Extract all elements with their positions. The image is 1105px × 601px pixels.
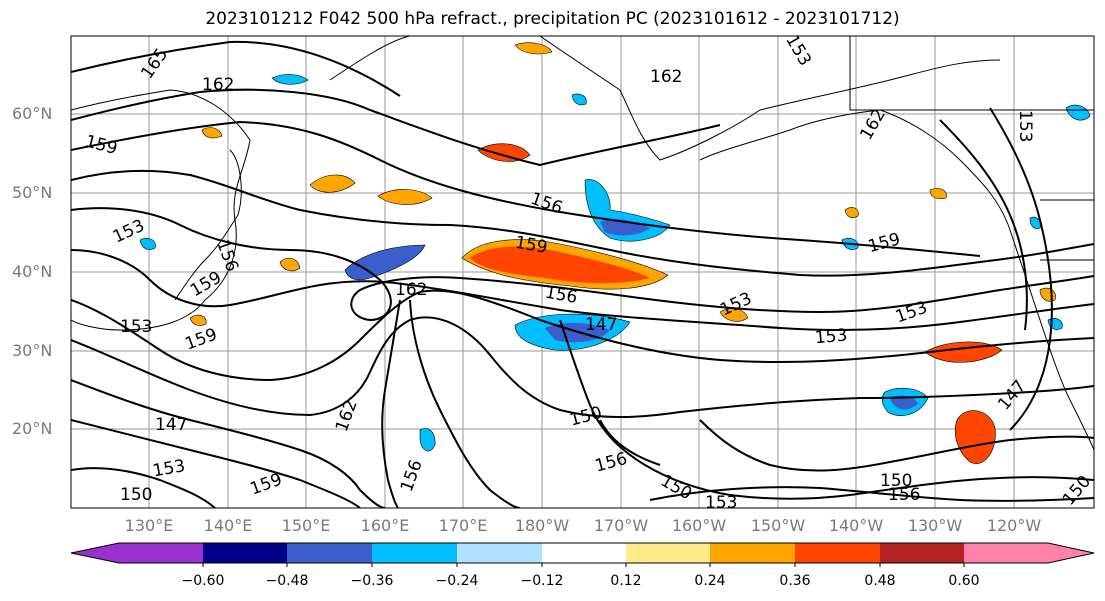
colorbar-extend-min: [71, 543, 119, 563]
contour-label: 156: [888, 485, 920, 505]
contour-label: 153: [120, 317, 152, 337]
colorbar-tick-label: 0.24: [694, 573, 726, 589]
lon-label: 120°W: [986, 516, 1042, 535]
colorbar-segment: [710, 543, 795, 563]
colorbar-segment: [626, 543, 710, 563]
lon-label: 140°E: [203, 516, 253, 535]
lat-label: 40°N: [12, 262, 53, 281]
precip-positive-areas: [189, 42, 1056, 464]
colorbar-outline: [70, 542, 1095, 564]
lat-label: 20°N: [12, 419, 53, 438]
colorbar-tick-label: −0.24: [435, 573, 479, 589]
map-frame: [70, 35, 1095, 509]
colorbar-segment: [964, 543, 1048, 563]
lat-label: 60°N: [12, 104, 53, 123]
lat-label: 50°N: [12, 183, 53, 202]
contour-label: 162: [650, 67, 682, 87]
height-contours: [71, 40, 1094, 508]
contour-label: 153: [814, 326, 848, 349]
precip-negative-areas: [139, 74, 1091, 452]
lon-label: 180°W: [514, 516, 570, 535]
colorbar-tick-label: 0.12: [610, 573, 642, 589]
contour-label: 147: [155, 415, 187, 435]
colorbar-tick-label: −0.36: [350, 573, 394, 589]
lon-label: 140°W: [828, 516, 884, 535]
contour-label: 147: [585, 315, 617, 335]
colorbar-segment: [372, 543, 457, 563]
contour-label: 162: [202, 75, 234, 95]
colorbar: [70, 542, 1095, 567]
lon-label: 150°E: [281, 516, 331, 535]
lon-label: 170°E: [438, 516, 488, 535]
lon-label: 170°W: [593, 516, 649, 535]
lon-label: 160°E: [360, 516, 410, 535]
colorbar-tick-label: 0.60: [948, 573, 980, 589]
lon-label: 150°W: [750, 516, 806, 535]
lon-label: 160°W: [671, 516, 727, 535]
colorbar-tick-label: −0.48: [265, 573, 309, 589]
colorbar-segment: [119, 543, 203, 563]
contour-label: 153: [1015, 110, 1035, 142]
coastlines: [71, 36, 1094, 451]
contour-label: 150: [120, 485, 152, 505]
colorbar-tick-label: 0.36: [779, 573, 811, 589]
colorbar-segment: [287, 543, 372, 563]
lon-label: 130°E: [124, 516, 174, 535]
colorbar-segment: [795, 543, 880, 563]
lat-label: 30°N: [12, 341, 53, 360]
contour-label: 153: [705, 493, 737, 513]
lon-label: 130°W: [907, 516, 963, 535]
map-title: 2023101212 F042 500 hPa refract., precip…: [205, 9, 900, 29]
colorbar-tick-label: 0.48: [864, 573, 896, 589]
contour-label: 150: [880, 471, 912, 491]
colorbar-tick-label: −0.12: [520, 573, 564, 589]
colorbar-segment: [542, 543, 626, 563]
colorbar-segment: [457, 543, 542, 563]
colorbar-extend-max: [1048, 543, 1094, 563]
colorbar-segment: [880, 543, 964, 563]
contour-label: 162: [395, 280, 427, 300]
colorbar-segment: [203, 543, 287, 563]
colorbar-tick-label: −0.60: [181, 573, 225, 589]
